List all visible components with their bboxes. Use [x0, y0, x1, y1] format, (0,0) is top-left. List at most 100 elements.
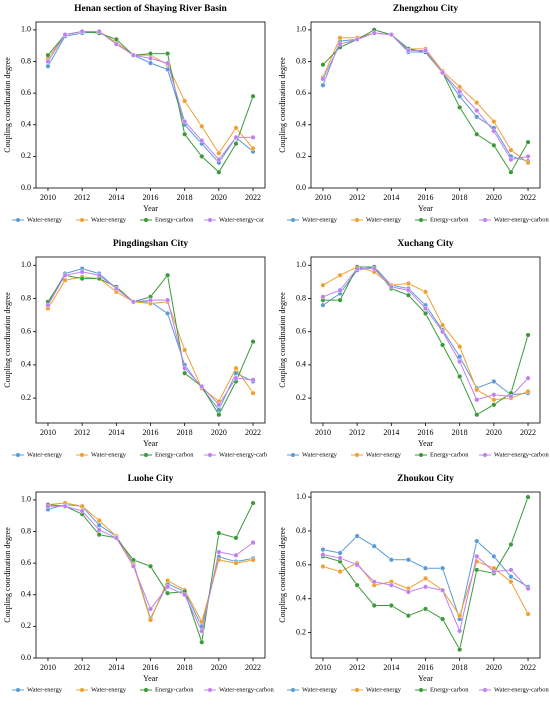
plot-frame	[310, 491, 541, 659]
data-point	[405, 281, 411, 287]
x-tick-label: 2018	[452, 428, 468, 437]
data-point	[165, 51, 171, 57]
x-tick-label: 2014	[383, 428, 399, 437]
legend-marker	[291, 453, 295, 457]
data-point	[79, 28, 85, 34]
data-point	[388, 32, 394, 38]
data-point	[113, 36, 119, 42]
data-point	[508, 542, 514, 548]
x-tick-label: 2020	[211, 663, 227, 672]
data-point	[423, 47, 429, 53]
data-point	[423, 565, 429, 571]
data-point	[182, 370, 188, 376]
data-point	[457, 613, 463, 619]
chart-title: Zhengzhou City	[393, 4, 458, 14]
data-point	[165, 578, 171, 584]
x-tick-label: 2018	[452, 193, 468, 202]
data-point	[423, 584, 429, 590]
y-tick-label: 0.2	[296, 627, 306, 636]
data-point	[337, 41, 343, 47]
data-point	[62, 503, 68, 509]
series-line	[47, 268, 254, 411]
data-point	[62, 32, 68, 38]
legend-label: Water-energy	[91, 686, 127, 693]
legend-marker	[80, 218, 84, 222]
data-point	[525, 375, 531, 381]
y-tick-label: 0.0	[21, 183, 31, 192]
x-tick-label: 2010	[40, 663, 56, 672]
legend-label: Water-energy	[27, 216, 63, 223]
data-point	[233, 134, 239, 140]
data-point	[79, 269, 85, 275]
data-point	[474, 387, 480, 393]
data-point	[405, 557, 411, 563]
legend-marker	[355, 218, 359, 222]
data-point	[474, 114, 480, 120]
x-axis-label: Year	[143, 204, 158, 213]
data-point	[440, 342, 446, 348]
x-tick-label: 2020	[211, 428, 227, 437]
data-point	[440, 329, 446, 335]
legend-marker	[483, 688, 487, 692]
data-point	[216, 412, 222, 418]
y-tick-label: 0.8	[296, 526, 306, 535]
legend-label: Water-energy	[366, 686, 402, 693]
y-axis-label: Coupling coordination degree	[278, 57, 287, 153]
y-tick-label: 0.2	[21, 393, 31, 402]
data-point	[320, 294, 326, 300]
data-point	[79, 508, 85, 514]
y-tick-label: 0.4	[21, 360, 31, 369]
y-tick-label: 0.4	[21, 590, 31, 599]
legend-marker	[144, 453, 148, 457]
x-axis-label: Year	[143, 674, 158, 683]
series-line	[322, 266, 529, 401]
legend-label: Water-energy-car	[219, 216, 265, 223]
x-tick-label: 2012	[74, 428, 90, 437]
data-point	[491, 569, 497, 575]
data-point	[233, 141, 239, 147]
data-point	[182, 365, 188, 371]
x-tick-label: 2022	[520, 193, 536, 202]
series-line	[322, 266, 529, 396]
data-point	[165, 310, 171, 316]
data-point	[233, 535, 239, 541]
data-point	[320, 552, 326, 558]
x-tick-label: 2022	[245, 663, 261, 672]
data-point	[491, 397, 497, 403]
data-point	[250, 500, 256, 506]
data-point	[405, 47, 411, 53]
data-point	[491, 402, 497, 408]
y-tick-label: 0.6	[21, 327, 31, 336]
x-axis-label: Year	[418, 439, 433, 448]
y-tick-label: 1.0	[21, 25, 31, 34]
data-point	[508, 147, 514, 153]
x-axis-label: Year	[143, 439, 158, 448]
data-point	[457, 104, 463, 110]
series-line	[47, 271, 254, 406]
data-point	[199, 153, 205, 159]
data-point	[405, 589, 411, 595]
y-tick-label: 0.2	[21, 621, 31, 630]
data-point	[508, 567, 514, 573]
data-point	[199, 628, 205, 634]
data-point	[337, 569, 343, 575]
x-tick-label: 2018	[177, 193, 193, 202]
data-point	[182, 131, 188, 137]
x-tick-label: 2020	[486, 193, 502, 202]
legend-label: Water-energy	[302, 686, 338, 693]
x-tick-label: 2010	[40, 193, 56, 202]
x-tick-label: 2022	[520, 663, 536, 672]
x-axis-label: Year	[418, 204, 433, 213]
y-tick-label: 0.4	[21, 120, 31, 129]
y-tick-label: 0.8	[21, 526, 31, 535]
chart-title: Henan section of Shaying River Basin	[74, 4, 227, 14]
data-point	[130, 299, 136, 305]
data-point	[405, 292, 411, 298]
data-point	[320, 302, 326, 308]
data-point	[216, 402, 222, 408]
y-tick-label: 0.6	[21, 558, 31, 567]
data-point	[354, 533, 360, 539]
data-point	[233, 125, 239, 131]
series-line	[47, 30, 254, 161]
data-point	[233, 552, 239, 558]
